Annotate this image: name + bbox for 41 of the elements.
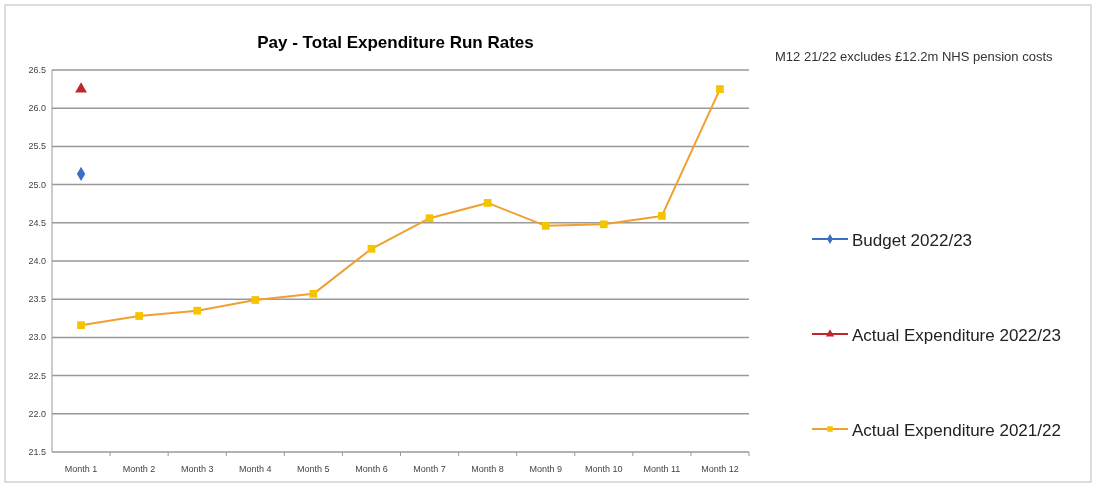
point (425, 214, 434, 223)
y-tick-label: 26.5 (28, 65, 46, 75)
x-tick-label: Month 5 (297, 464, 330, 474)
y-tick-label: 23.0 (28, 332, 46, 343)
y-tick-label: 26.0 (28, 103, 46, 114)
x-tick-label: Month 7 (413, 464, 446, 474)
y-tick-label: 22.5 (28, 370, 46, 381)
point (309, 289, 318, 298)
point (541, 221, 550, 230)
x-tick-label: Month 8 (471, 464, 504, 474)
x-tick-label: Month 12 (701, 464, 739, 474)
point (483, 199, 492, 207)
point (716, 85, 724, 93)
legend-label: Budget 2022/23 (852, 231, 973, 250)
point (599, 220, 608, 229)
x-tick-label: Month 3 (180, 464, 214, 474)
y-tick-label: 25.5 (28, 141, 46, 152)
x-tick-label: Month 6 (355, 464, 388, 474)
x-tick-label: Month 2 (122, 464, 156, 474)
point (251, 296, 260, 304)
x-tick-label: Month 11 (643, 464, 681, 474)
legend-label: Actual Expenditure 2021/22 (852, 421, 1061, 440)
x-tick-label: Month 9 (529, 464, 562, 474)
x-tick-label: Month 4 (239, 464, 272, 474)
point (75, 82, 87, 93)
point (193, 306, 202, 315)
y-tick-label: 25.0 (28, 179, 46, 190)
text: M12 21/22 excludes £12.2m NHS pension costs (775, 48, 1054, 66)
point (658, 212, 666, 220)
y-tick-label: 22.0 (28, 408, 46, 419)
point (367, 244, 376, 253)
y-tick-label: 23.5 (28, 294, 46, 305)
point (135, 312, 143, 320)
x-tick-label: Month 1 (64, 464, 98, 474)
legend-label: Actual Expenditure 2022/23 (852, 326, 1061, 345)
chart-title: Pay - Total Expenditure Run Rates (257, 33, 534, 52)
x-tick-label: Month 10 (585, 464, 623, 474)
y-tick-label: 24.5 (28, 217, 46, 228)
point (77, 321, 85, 330)
y-tick-label: 24.0 (28, 256, 46, 266)
y-tick-label: 21.5 (28, 447, 46, 457)
